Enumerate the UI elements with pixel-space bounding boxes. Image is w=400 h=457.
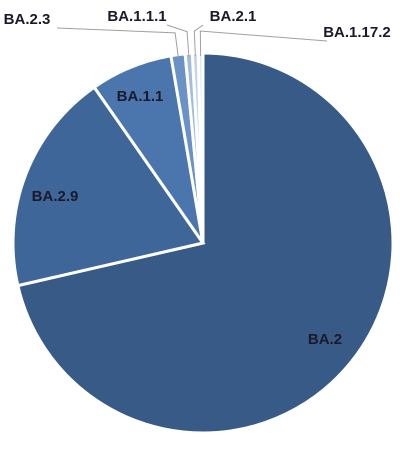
leader-line [193, 24, 204, 57]
slice-label: BA.1.17.2 [323, 24, 391, 41]
slice-label: BA.1.1 [117, 88, 164, 105]
pie-slice [16, 51, 395, 435]
leader-line [56, 27, 179, 58]
slice-label: BA.2.3 [4, 11, 51, 28]
slice-label: BA.2 [308, 331, 342, 348]
slice-label: BA.1.1.1 [107, 8, 166, 25]
leader-line [199, 30, 328, 57]
slice-label: BA.2.9 [32, 188, 79, 205]
slice-label: BA.2.1 [210, 8, 257, 25]
leader-line [166, 24, 190, 57]
pie-slice [11, 85, 206, 288]
